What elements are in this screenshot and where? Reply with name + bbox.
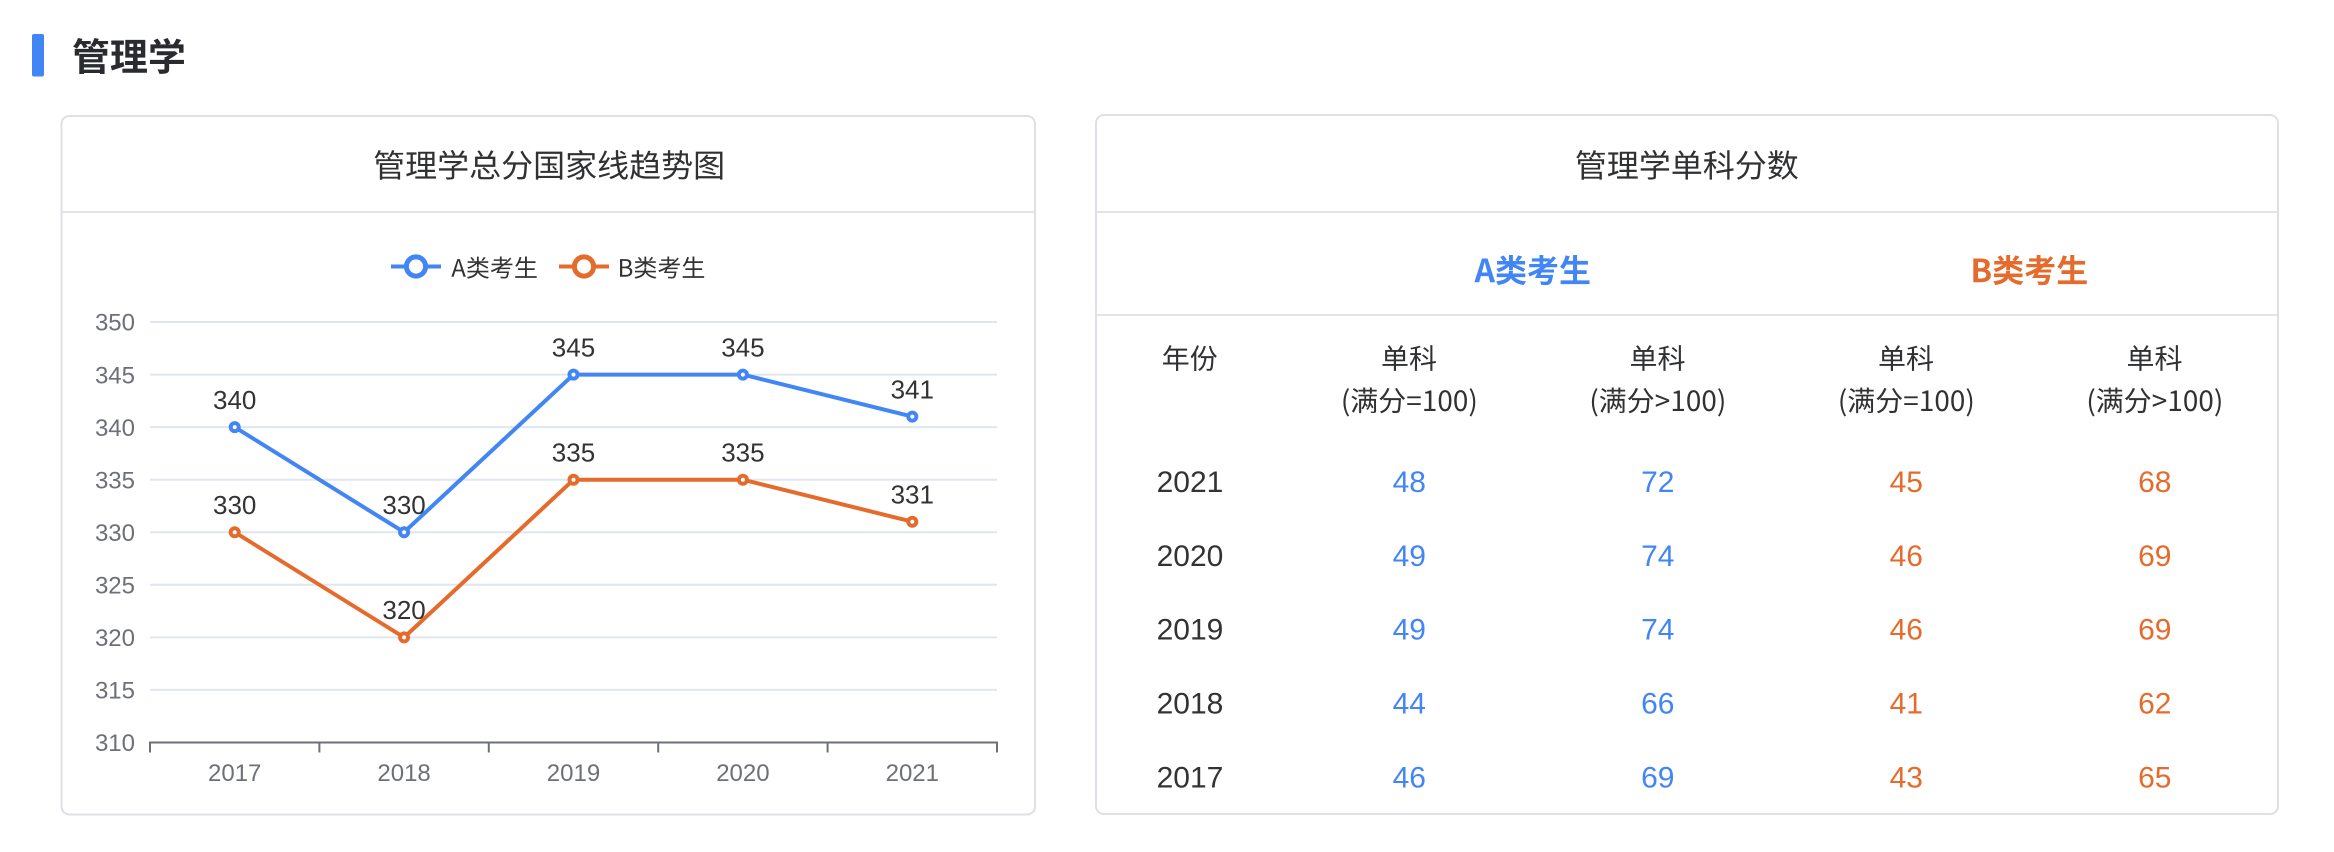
svg-text:2019: 2019 bbox=[1157, 613, 1224, 646]
svg-text:2020: 2020 bbox=[716, 760, 769, 787]
svg-text:310: 310 bbox=[95, 730, 135, 757]
svg-text:72: 72 bbox=[1641, 466, 1674, 499]
svg-text:2019: 2019 bbox=[547, 760, 600, 787]
svg-text:69: 69 bbox=[2138, 613, 2171, 646]
svg-text:345: 345 bbox=[721, 332, 764, 362]
svg-text:46: 46 bbox=[1890, 613, 1923, 646]
svg-text:345: 345 bbox=[552, 332, 595, 362]
svg-text:49: 49 bbox=[1393, 540, 1426, 573]
svg-text:345: 345 bbox=[95, 362, 135, 389]
svg-text:320: 320 bbox=[382, 595, 425, 625]
svg-text:330: 330 bbox=[382, 490, 425, 520]
svg-text:2017: 2017 bbox=[1157, 761, 1224, 794]
svg-text:2018: 2018 bbox=[1157, 687, 1224, 720]
svg-text:325: 325 bbox=[95, 573, 135, 600]
svg-text:2018: 2018 bbox=[377, 760, 430, 787]
svg-text:340: 340 bbox=[95, 415, 135, 442]
svg-text:41: 41 bbox=[1890, 687, 1923, 720]
svg-text:62: 62 bbox=[2138, 687, 2171, 720]
svg-text:335: 335 bbox=[721, 438, 764, 468]
svg-text:66: 66 bbox=[1641, 687, 1674, 720]
svg-text:341: 341 bbox=[891, 374, 934, 404]
svg-text:65: 65 bbox=[2138, 761, 2171, 794]
svg-text:320: 320 bbox=[95, 625, 135, 652]
svg-text:44: 44 bbox=[1393, 687, 1426, 720]
svg-text:335: 335 bbox=[552, 438, 595, 468]
svg-text:74: 74 bbox=[1641, 613, 1674, 646]
svg-text:340: 340 bbox=[213, 385, 256, 415]
svg-text:335: 335 bbox=[95, 467, 135, 494]
svg-text:49: 49 bbox=[1393, 613, 1426, 646]
svg-text:74: 74 bbox=[1641, 540, 1674, 573]
svg-text:330: 330 bbox=[95, 520, 135, 547]
svg-text:46: 46 bbox=[1393, 761, 1426, 794]
svg-text:315: 315 bbox=[95, 678, 135, 705]
svg-text:68: 68 bbox=[2138, 466, 2171, 499]
svg-text:2021: 2021 bbox=[886, 760, 939, 787]
svg-text:45: 45 bbox=[1890, 466, 1923, 499]
svg-text:69: 69 bbox=[2138, 540, 2171, 573]
svg-text:350: 350 bbox=[95, 310, 135, 337]
svg-text:46: 46 bbox=[1890, 540, 1923, 573]
svg-text:331: 331 bbox=[891, 480, 934, 510]
svg-text:2021: 2021 bbox=[1157, 466, 1224, 499]
svg-text:2020: 2020 bbox=[1157, 540, 1224, 573]
svg-text:48: 48 bbox=[1393, 466, 1426, 499]
svg-text:2017: 2017 bbox=[208, 760, 261, 787]
svg-text:43: 43 bbox=[1890, 761, 1923, 794]
svg-text:330: 330 bbox=[213, 490, 256, 520]
svg-text:69: 69 bbox=[1641, 761, 1674, 794]
